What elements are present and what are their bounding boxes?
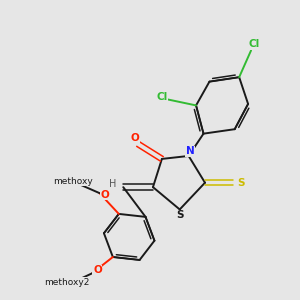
Text: H: H bbox=[109, 179, 116, 189]
Text: Cl: Cl bbox=[248, 40, 260, 50]
Text: N: N bbox=[186, 146, 194, 157]
Text: Cl: Cl bbox=[156, 92, 167, 101]
Text: S: S bbox=[176, 210, 184, 220]
Text: O: O bbox=[93, 266, 102, 275]
Text: O: O bbox=[100, 190, 109, 200]
Text: O: O bbox=[131, 133, 140, 143]
Text: S: S bbox=[237, 178, 244, 188]
Text: methoxy2: methoxy2 bbox=[44, 278, 89, 287]
Text: methoxy: methoxy bbox=[53, 177, 93, 186]
